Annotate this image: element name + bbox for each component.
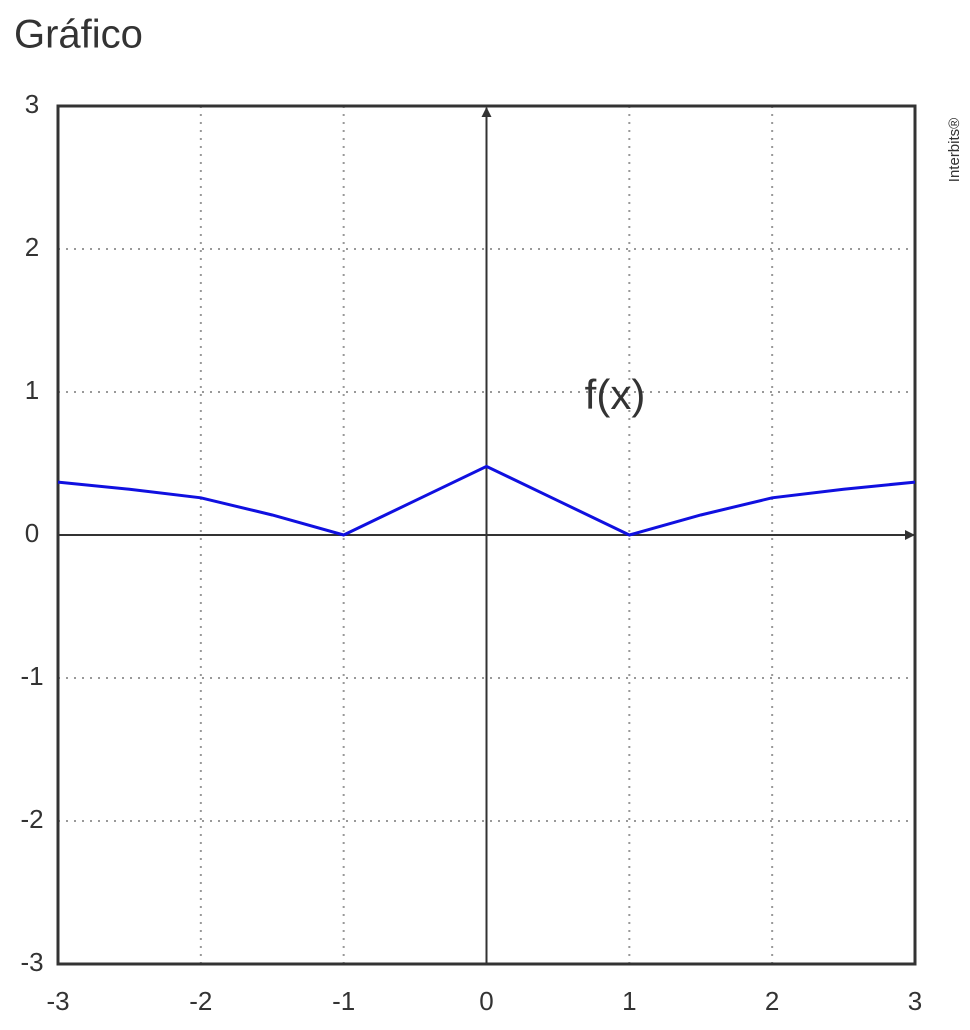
x-tick-label: -2 xyxy=(189,986,212,1016)
chart-title: Gráfico xyxy=(14,13,143,57)
x-tick-label: -1 xyxy=(332,986,355,1016)
y-tick-label: -1 xyxy=(20,661,43,691)
y-tick-label: -2 xyxy=(20,804,43,834)
x-tick-label: 2 xyxy=(765,986,779,1016)
x-tick-label: -3 xyxy=(46,986,69,1016)
y-tick-label: -3 xyxy=(20,947,43,977)
y-tick-label: 2 xyxy=(25,232,39,262)
series-label: f(x) xyxy=(585,371,646,418)
y-tick-label: 0 xyxy=(25,518,39,548)
watermark: Interbits® xyxy=(946,118,963,182)
x-tick-label: 1 xyxy=(622,986,636,1016)
x-tick-label: 0 xyxy=(479,986,493,1016)
y-tick-label: 1 xyxy=(25,375,39,405)
line-series xyxy=(57,464,916,537)
y-tick-label: 3 xyxy=(25,89,39,119)
x-tick-label: 3 xyxy=(908,986,922,1016)
